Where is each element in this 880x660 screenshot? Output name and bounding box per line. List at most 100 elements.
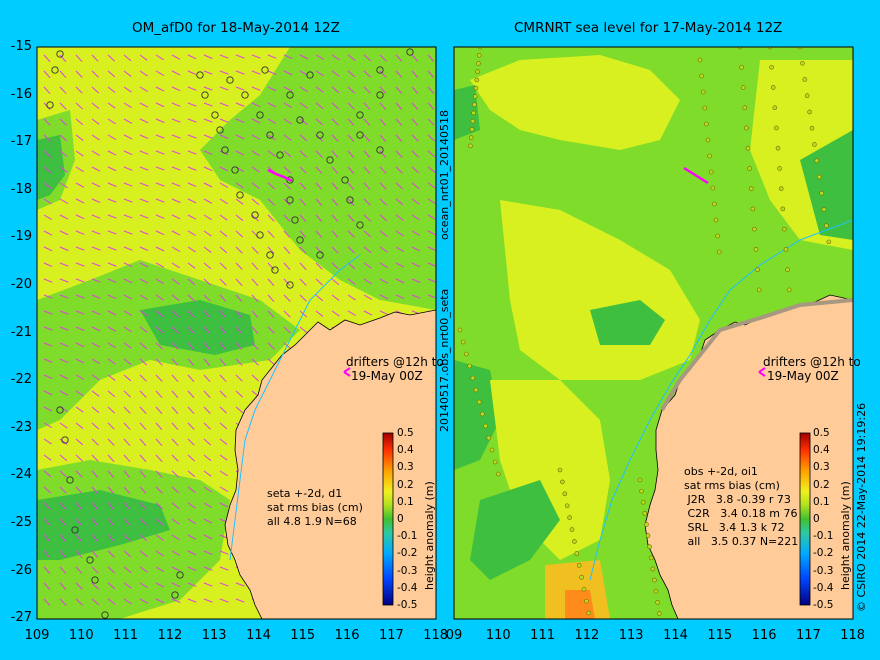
current-arrow <box>315 214 323 223</box>
current-arrow <box>363 278 372 285</box>
current-arrow <box>299 262 307 270</box>
current-arrow <box>43 486 52 494</box>
left-colorbar-label: height anomaly (m) <box>423 481 436 590</box>
current-arrow <box>187 310 195 318</box>
current-arrow <box>299 102 308 109</box>
current-arrow <box>155 358 163 366</box>
current-arrow <box>411 262 421 268</box>
current-arrow <box>75 438 84 446</box>
current-arrow <box>363 262 372 269</box>
x-tick-label-right: 116 <box>751 628 777 643</box>
x-tick-label-right: 09 <box>445 628 463 643</box>
current-arrow <box>123 246 133 251</box>
current-arrow <box>107 86 116 93</box>
current-arrow <box>43 230 53 236</box>
current-arrow <box>347 278 356 285</box>
current-arrow <box>155 406 163 415</box>
x-tick-label-right: 113 <box>618 628 644 643</box>
current-arrow <box>171 310 180 318</box>
current-arrow <box>59 438 68 445</box>
current-arrow <box>139 166 149 171</box>
current-arrow <box>155 54 164 61</box>
current-arrow <box>139 406 147 414</box>
current-arrow <box>107 518 115 526</box>
current-arrow <box>59 246 69 251</box>
colorbar-tick-label: 0.2 <box>813 478 830 491</box>
current-arrow <box>171 438 179 446</box>
current-arrow <box>155 278 164 285</box>
current-arrow <box>123 422 131 430</box>
current-arrow <box>251 70 261 75</box>
current-arrow <box>363 198 371 206</box>
current-arrow <box>219 214 228 221</box>
current-arrow <box>235 374 243 382</box>
current-arrow <box>123 326 132 333</box>
colorbar-tick-label: 0.3 <box>813 461 830 474</box>
current-arrow <box>107 550 115 558</box>
colorbar-tick-label: -0.3 <box>397 564 418 577</box>
current-arrow <box>91 326 101 332</box>
x-tick-label-left: 111 <box>113 628 138 643</box>
y-tick-label: -16 <box>10 86 32 102</box>
obs-circle <box>101 611 109 619</box>
current-arrow <box>139 198 149 203</box>
current-arrow <box>267 310 275 318</box>
right-coast-line <box>589 219 853 581</box>
current-arrow <box>187 326 195 334</box>
current-arrow <box>427 230 436 236</box>
current-arrow <box>139 486 147 494</box>
current-arrow <box>171 598 181 603</box>
current-arrow <box>219 582 229 587</box>
current-arrow <box>187 134 197 139</box>
current-arrow <box>411 166 420 174</box>
current-arrow <box>59 294 69 299</box>
obs-dot <box>473 85 479 91</box>
current-arrow <box>203 262 212 270</box>
current-arrow <box>299 134 308 142</box>
obs-dot <box>586 610 592 616</box>
current-arrow <box>299 214 307 223</box>
obs-circle <box>356 131 364 139</box>
current-arrow <box>43 582 51 591</box>
current-arrow <box>59 182 68 189</box>
current-arrow <box>139 470 147 478</box>
obs-dot <box>716 249 722 255</box>
current-arrow <box>91 70 99 78</box>
current-arrow <box>139 70 148 77</box>
obs-circle <box>71 526 79 534</box>
current-arrow <box>107 102 116 109</box>
current-arrow <box>315 278 323 286</box>
current-arrow <box>155 134 165 139</box>
current-arrow <box>107 358 116 365</box>
current-arrow <box>139 390 147 398</box>
current-arrow <box>75 486 83 494</box>
current-arrow <box>59 422 68 429</box>
x-tick-label-left: 112 <box>157 628 183 643</box>
current-arrow <box>171 422 179 431</box>
current-arrow <box>203 182 213 188</box>
current-arrow <box>43 246 53 252</box>
current-arrow <box>395 246 404 253</box>
current-arrow <box>187 486 196 493</box>
current-arrow <box>171 566 181 572</box>
right-colorbar <box>799 432 811 606</box>
current-arrow <box>91 374 100 381</box>
current-arrow <box>219 166 229 172</box>
current-arrow <box>107 582 116 590</box>
current-arrow <box>187 470 196 478</box>
obs-dot <box>483 423 488 429</box>
current-arrow <box>155 342 163 350</box>
current-arrow <box>203 582 213 587</box>
current-arrow <box>123 358 132 365</box>
current-arrow <box>75 534 83 543</box>
current-arrow <box>59 406 68 413</box>
current-arrow <box>75 70 83 78</box>
obs-circle <box>326 156 334 164</box>
current-arrow <box>235 582 245 587</box>
current-arrow <box>315 262 323 270</box>
obs-circle <box>376 91 384 99</box>
current-arrow <box>347 310 356 317</box>
current-arrow <box>427 198 436 205</box>
current-arrow <box>91 198 101 204</box>
